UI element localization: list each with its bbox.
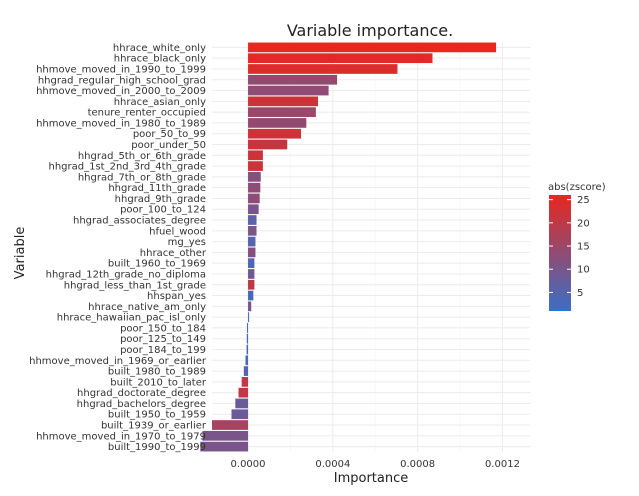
bar-layer [200,42,497,452]
bar-hhgrad_associates_degree [248,215,257,225]
y-tick-label: hfuel_wood [149,226,206,237]
x-tick-label: 0.0004 [315,459,350,470]
bar-hhgrad_doctorate_degree [238,387,249,398]
x-tick-labels: 0.0000 0.0004 0.0008 0.0012 [231,459,520,470]
bar-hhgrad_less_than_1st_grade [248,279,255,290]
y-tick-label: hhmove_moved_in_1970_to_1979 [36,431,206,442]
y-tick-label: hhmove_moved_in_1990_to_1999 [36,64,206,75]
bar-hhgrad_9th_grade [248,193,260,204]
bar-tenure_renter_occupied [248,107,316,117]
bar-poor_100_to_124 [248,204,259,215]
bar-hhmove_moved_in_1969_or_earlier [245,355,249,366]
y-tick-label: poor_50_to_99 [133,129,206,140]
bar-hhgrad_1st_2nd_3rd_4th_grade [248,161,263,171]
bar-poor_184_to_199 [246,344,249,355]
bar-hhrace_white_only [248,42,497,53]
y-tick-label: hhgrad_regular_high_school_grad [38,75,206,86]
bar-mg_yes [248,236,256,247]
y-tick-label: hhrace_native_am_only [88,302,206,313]
y-tick-label: poor_150_to_184 [120,323,206,334]
bar-hhmove_moved_in_1970_to_1979 [202,430,249,441]
bar-hhmove_moved_in_2000_to_2009 [248,85,329,96]
x-tick-label: 0.0008 [400,459,435,470]
y-tick-label: hhgrad_less_than_1st_grade [64,280,206,291]
y-tick-label: hhgrad_1st_2nd_3rd_4th_grade [48,162,206,173]
y-tick-label: poor_125_to_149 [120,334,206,345]
y-tick-label: hhgrad_11th_grade [108,183,206,194]
legend-ticks: 5 10 15 20 25 [549,195,590,299]
bar-hfuel_wood [248,225,257,236]
y-tick-label: hhgrad_doctorate_degree [77,388,206,399]
bar-hhmove_moved_in_1980_to_1989 [248,118,307,128]
bar-poor_125_to_149 [246,333,249,344]
bar-built_1980_to_1989 [243,366,249,376]
y-tick-label: hhmove_moved_in_1969_or_earlier [29,356,207,367]
bar-built_1990_to_1999 [200,441,249,452]
x-axis-title: Importance [334,471,409,486]
y-tick-label: hhgrad_associates_degree [73,216,206,227]
y-tick-label: hhrace_hawaiian_pac_isl_only [57,313,206,324]
legend-title: abs(zscore) [548,182,606,193]
y-tick-label: hhgrad_7th_or_8th_grade [78,172,206,183]
y-tick-label: poor_under_50 [131,140,206,151]
y-tick-label: hhgrad_9th_grade [115,194,206,205]
y-tick-label: hhrace_other [140,248,207,259]
y-tick-label: tenure_renter_occupied [88,108,206,119]
y-tick-label: hhmove_moved_in_1980_to_1989 [36,118,206,129]
bar-poor_150_to_184 [246,323,249,333]
legend-tick-label: 10 [577,265,590,276]
bar-hhgrad_11th_grade [248,182,261,193]
bar-built_2010_to_later [241,377,249,387]
y-tick-label: poor_184_to_199 [120,345,206,356]
legend-tick-label: 25 [577,195,590,206]
bar-hhspan_yes [248,290,254,301]
bar-hhrace_native_am_only [248,301,252,312]
bar-poor_50_to_99 [248,128,302,139]
y-tick-label: hhgrad_bachelors_degree [77,399,206,410]
x-tick-label: 0.0000 [231,459,266,470]
bar-hhgrad_5th_or_6th_grade [248,150,263,161]
y-tick-label: poor_100_to_124 [120,205,206,216]
x-tick-label: 0.0012 [485,459,520,470]
bar-hhrace_other [248,247,256,258]
bar-built_1950_to_1959 [231,409,249,420]
bar-hhgrad_7th_or_8th_grade [248,172,261,182]
color-legend: abs(zscore) 5 10 15 20 25 [548,182,606,311]
y-tick-label: hhgrad_12th_grade_no_diploma [46,269,206,280]
y-tick-label: hhrace_black_only [114,54,206,65]
legend-colorbar [549,195,571,311]
bar-poor_under_50 [248,139,288,150]
y-tick-label: mg_yes [168,237,206,248]
chart-title: Variable importance. [287,21,453,40]
y-tick-label: built_1950_to_1959 [108,410,206,421]
bar-hhgrad_regular_high_school_grad [248,74,338,85]
bar-hhrace_hawaiian_pac_isl_only [248,312,250,322]
y-tick-label: built_1960_to_1969 [108,259,206,270]
legend-tick-label: 5 [577,288,583,299]
y-tick-label: built_1939_or_earlier [101,421,207,432]
y-tick-label: built_2010_to_later [110,377,207,388]
bar-hhgrad_bachelors_degree [235,398,249,409]
bar-hhrace_black_only [248,53,433,64]
bar-built_1960_to_1969 [248,258,255,269]
y-tick-label: hhspan_yes [147,291,206,302]
y-tick-label: hhmove_moved_in_2000_to_2009 [36,86,206,97]
bar-built_1939_or_earlier [212,420,249,430]
bar-hhgrad_12th_grade_no_diploma [248,269,255,279]
legend-tick-label: 15 [577,242,590,253]
y-tick-labels: hhrace_white_onlyhhrace_black_onlyhhmove… [29,43,207,453]
bar-hhmove_moved_in_1990_to_1999 [248,64,398,74]
y-tick-label: hhrace_white_only [113,43,206,54]
y-tick-label: hhgrad_5th_or_6th_grade [78,151,206,162]
y-axis-title: Variable [13,227,28,280]
bar-hhrace_asian_only [248,96,318,107]
legend-tick-label: 20 [577,218,590,229]
y-tick-label: built_1990_to_1999 [108,442,206,453]
y-tick-label: hhrace_asian_only [114,97,206,108]
y-tick-label: built_1980_to_1989 [108,367,206,378]
